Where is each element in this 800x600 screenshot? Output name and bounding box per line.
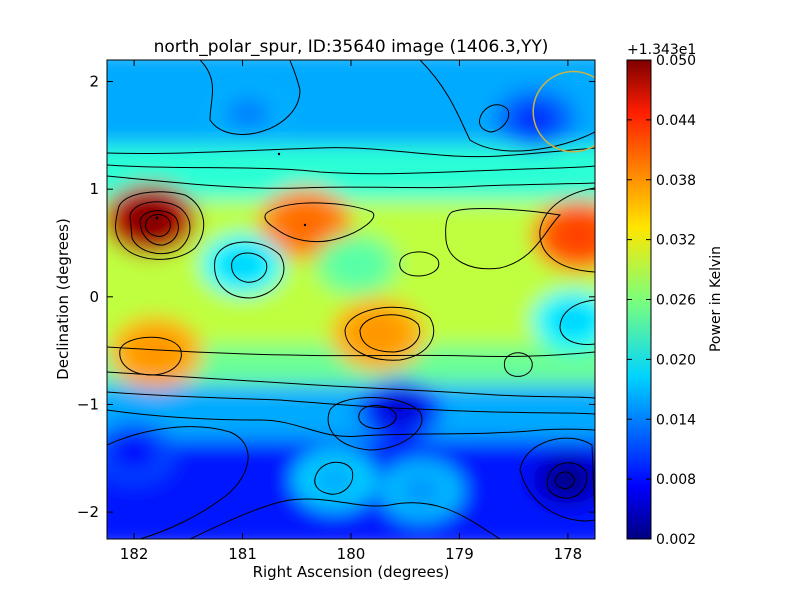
colorbar-tick-label: 0.008: [656, 472, 696, 488]
y-axis-label: Declination (degrees): [54, 218, 72, 380]
heatmap-core: [552, 215, 595, 256]
contour-line: [129, 201, 191, 254]
contour-line: [344, 306, 435, 361]
contour-line: [399, 251, 440, 277]
contour-line: [559, 299, 595, 345]
y-tick-label: −2: [77, 503, 99, 521]
contour-line: [445, 208, 562, 270]
colorbar-ticks: 0.050 0.044 0.038 0.032 0.026 0.020 0.014 0.008…: [627, 53, 696, 548]
y-tick-label: 1: [89, 180, 99, 198]
contour-line: [199, 60, 301, 135]
heatmap-core: [124, 199, 177, 240]
colorbar-tick-label: 0.014: [656, 412, 696, 428]
contour-line: [107, 164, 595, 175]
contour-line: [107, 371, 595, 399]
heatmap-core: [512, 102, 559, 137]
contour-line: [107, 409, 595, 438]
x-tick-label: 182: [120, 545, 149, 563]
x-tick-label: 181: [228, 545, 257, 563]
heatmap-field: [107, 60, 595, 539]
x-tick-label: 178: [554, 545, 583, 563]
peak-marker: [277, 152, 281, 156]
contour-line: [189, 498, 501, 539]
peak-marker: [155, 216, 159, 220]
heatmap-core: [219, 247, 266, 282]
peak-marker: [303, 223, 307, 227]
x-tick-label: 179: [445, 545, 474, 563]
contour-line: [139, 210, 179, 246]
x-axis-ticks: 182 181 180 179 178: [120, 60, 582, 563]
contour-line: [327, 397, 423, 451]
contour-line: [546, 462, 588, 499]
heatmap-core: [376, 392, 423, 427]
y-tick-label: −1: [77, 395, 99, 413]
plot-area: [107, 60, 595, 539]
contour-line: [145, 214, 171, 237]
heatmap-core: [544, 462, 591, 497]
y-axis-ticks: 2 1 0 −1 −2: [77, 73, 595, 521]
heatmap-core: [333, 247, 380, 282]
heatmap-core: [352, 314, 405, 355]
colorbar-tick-label: 0.050: [656, 53, 696, 69]
y-tick-label: 2: [89, 73, 99, 91]
heatmap-core: [111, 435, 158, 470]
heatmap-core: [311, 462, 358, 497]
contour-line: [107, 175, 595, 189]
contour-line: [314, 461, 354, 495]
contour-line: [539, 187, 595, 273]
contour-line: [107, 346, 595, 358]
contour-line: [359, 314, 421, 353]
peak-markers: [155, 152, 307, 227]
contour-line: [119, 336, 182, 376]
y-tick-label: 0: [89, 288, 99, 306]
contour-line: [479, 104, 510, 133]
contour-line: [554, 471, 575, 489]
heatmap-core: [279, 203, 332, 244]
contour-line: [358, 405, 397, 429]
colorbar-tick-label: 0.044: [656, 113, 696, 129]
contour-line: [231, 252, 268, 283]
colorbar-tick-label: 0.020: [656, 352, 696, 368]
contour-line: [503, 352, 533, 377]
colorbar-offset-label: +1.343e1: [627, 42, 696, 58]
x-axis-label: Right Ascension (degrees): [253, 563, 450, 581]
chart-title: north_polar_spur, ID:35640 image (1406.3…: [154, 37, 549, 57]
contour-lines: [107, 60, 595, 539]
heatmap-core: [224, 96, 271, 131]
contour-line: [107, 147, 595, 158]
contour-line: [214, 241, 285, 299]
colorbar-tick-label: 0.032: [656, 233, 696, 249]
contour-line: [107, 391, 595, 415]
colorbar-tick-label: 0.026: [656, 293, 696, 309]
heatmap-core: [550, 303, 595, 338]
x-tick-label: 180: [337, 545, 366, 563]
colorbar-tick-label: 0.002: [656, 532, 696, 548]
contour-line: [107, 426, 249, 539]
heatmap-band: [107, 385, 595, 445]
colorbar-tick-label: 0.038: [656, 173, 696, 189]
colorbar-label: Power in Kelvin: [708, 246, 724, 352]
contour-line: [264, 202, 375, 243]
beam-circle: [532, 70, 595, 153]
heatmap-core: [129, 332, 182, 373]
colorbar: 0.050 0.044 0.038 0.032 0.026 0.020 0.014 0.008…: [626, 42, 724, 548]
heatmap-core: [398, 473, 445, 508]
contour-line: [519, 437, 595, 522]
contour-line: [115, 191, 205, 260]
contour-line: [419, 60, 595, 152]
